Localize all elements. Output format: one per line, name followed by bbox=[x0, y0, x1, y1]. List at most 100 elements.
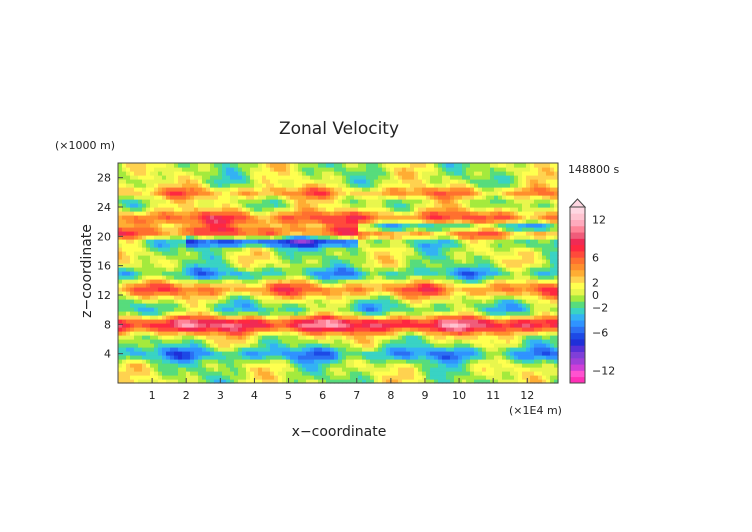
heatmap-cell bbox=[454, 363, 459, 368]
heatmap-cell bbox=[430, 271, 435, 276]
heatmap-cell bbox=[194, 379, 199, 384]
heatmap-cell bbox=[122, 343, 127, 348]
heatmap-cell bbox=[350, 307, 355, 312]
heatmap-cell bbox=[230, 327, 235, 332]
heatmap-cell bbox=[290, 351, 295, 356]
heatmap-cell bbox=[178, 335, 183, 340]
heatmap-cell bbox=[130, 375, 135, 380]
heatmap-cell bbox=[438, 375, 443, 380]
heatmap-cell bbox=[454, 283, 459, 288]
heatmap-cell bbox=[206, 215, 211, 220]
heatmap-cell bbox=[130, 251, 135, 256]
heatmap-cell bbox=[146, 183, 151, 188]
heatmap-cell bbox=[278, 367, 283, 372]
heatmap-cell bbox=[226, 291, 231, 296]
heatmap-cell bbox=[434, 367, 439, 372]
heatmap-cell bbox=[298, 331, 303, 336]
heatmap-cell bbox=[190, 279, 195, 284]
heatmap-cell bbox=[262, 163, 267, 168]
heatmap-cell bbox=[310, 347, 315, 352]
heatmap-cell bbox=[150, 367, 155, 372]
heatmap-cell bbox=[150, 251, 155, 256]
heatmap-cell bbox=[442, 207, 447, 212]
heatmap-cell bbox=[418, 355, 423, 360]
heatmap-cell bbox=[458, 231, 463, 236]
heatmap-cell bbox=[334, 291, 339, 296]
heatmap-cell bbox=[122, 331, 127, 336]
heatmap-cell bbox=[362, 219, 367, 224]
heatmap-cell bbox=[470, 331, 475, 336]
heatmap-cell bbox=[302, 175, 307, 180]
heatmap-cell bbox=[322, 291, 327, 296]
heatmap-cell bbox=[122, 255, 127, 260]
heatmap-cell bbox=[138, 279, 143, 284]
heatmap-cell bbox=[178, 179, 183, 184]
heatmap-cell bbox=[326, 363, 331, 368]
heatmap-cell bbox=[406, 243, 411, 248]
heatmap-cell bbox=[170, 267, 175, 272]
heatmap-cell bbox=[278, 187, 283, 192]
heatmap-cell bbox=[394, 371, 399, 376]
heatmap-cell bbox=[226, 207, 231, 212]
heatmap-cell bbox=[222, 379, 227, 384]
heatmap-cell bbox=[446, 211, 451, 216]
heatmap-cell bbox=[442, 359, 447, 364]
heatmap-cell bbox=[286, 263, 291, 268]
heatmap-cell bbox=[334, 203, 339, 208]
heatmap-cell bbox=[326, 271, 331, 276]
heatmap-cell bbox=[330, 191, 335, 196]
heatmap-cell bbox=[338, 183, 343, 188]
heatmap-cell bbox=[222, 271, 227, 276]
heatmap-cell bbox=[198, 275, 203, 280]
heatmap-cell bbox=[458, 259, 463, 264]
heatmap-cell bbox=[178, 231, 183, 236]
heatmap-cell bbox=[474, 215, 479, 220]
heatmap-cell bbox=[238, 251, 243, 256]
heatmap-cell bbox=[234, 191, 239, 196]
heatmap-cell bbox=[374, 259, 379, 264]
heatmap-cell bbox=[154, 351, 159, 356]
heatmap-cell bbox=[182, 187, 187, 192]
heatmap-cell bbox=[458, 351, 463, 356]
heatmap-cell bbox=[254, 275, 259, 280]
heatmap-cell bbox=[266, 295, 271, 300]
heatmap-cell bbox=[250, 287, 255, 292]
heatmap-cell bbox=[366, 179, 371, 184]
heatmap-cell bbox=[206, 207, 211, 212]
heatmap-cell bbox=[246, 255, 251, 260]
heatmap-cell bbox=[214, 227, 219, 232]
heatmap-cell bbox=[178, 347, 183, 352]
heatmap-cell bbox=[230, 215, 235, 220]
heatmap-cell bbox=[374, 315, 379, 320]
heatmap-cell bbox=[226, 179, 231, 184]
heatmap-cell bbox=[254, 255, 259, 260]
heatmap-cell bbox=[426, 299, 431, 304]
heatmap-cell bbox=[358, 231, 363, 236]
heatmap-cell bbox=[326, 171, 331, 176]
heatmap-cell bbox=[134, 267, 139, 272]
heatmap-cell bbox=[170, 263, 175, 268]
heatmap-cell bbox=[434, 335, 439, 340]
heatmap-cell bbox=[134, 375, 139, 380]
heatmap-cell bbox=[206, 179, 211, 184]
heatmap-cell bbox=[458, 183, 463, 188]
heatmap-cell bbox=[458, 187, 463, 192]
heatmap-cell bbox=[194, 231, 199, 236]
heatmap-cell bbox=[214, 319, 219, 324]
heatmap-cell bbox=[374, 255, 379, 260]
heatmap-cell bbox=[190, 211, 195, 216]
heatmap-cell bbox=[142, 335, 147, 340]
heatmap-cell bbox=[218, 267, 223, 272]
heatmap-cell bbox=[242, 327, 247, 332]
heatmap-cell bbox=[386, 371, 391, 376]
heatmap-cell bbox=[186, 215, 191, 220]
heatmap-cell bbox=[426, 195, 431, 200]
heatmap-cell bbox=[362, 283, 367, 288]
heatmap-cell bbox=[218, 327, 223, 332]
heatmap-cell bbox=[430, 207, 435, 212]
heatmap-cell bbox=[190, 175, 195, 180]
heatmap-cell bbox=[322, 207, 327, 212]
heatmap-cell bbox=[402, 243, 407, 248]
heatmap-cell bbox=[154, 275, 159, 280]
heatmap-cell bbox=[454, 327, 459, 332]
